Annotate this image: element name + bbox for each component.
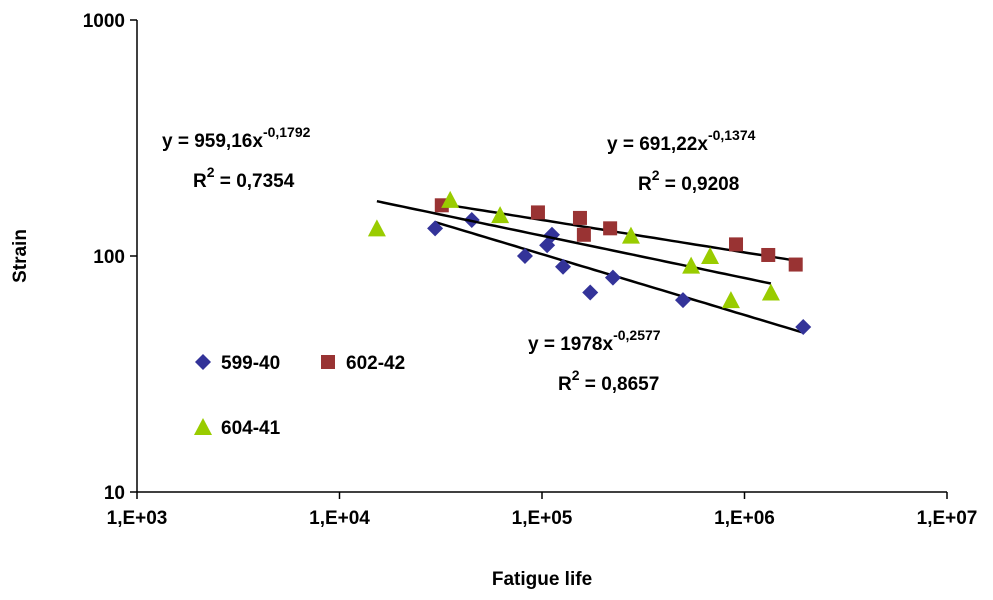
equation-coefficient: 959,16 (194, 131, 252, 152)
equation-coefficient: 691,22 (639, 134, 697, 155)
r2-symbol: R (193, 171, 207, 192)
equation-variable: x (603, 334, 614, 355)
data-point (701, 247, 720, 264)
data-point (682, 256, 701, 274)
legend-label: 602-42 (346, 353, 405, 374)
legend-label: 599-40 (221, 353, 280, 374)
y-tick-label: 100 (93, 247, 125, 268)
legend-label: 604-41 (221, 418, 281, 439)
equation-prefix: y = (528, 334, 560, 355)
y-axis-title: Strain (10, 229, 31, 283)
data-point (516, 248, 533, 264)
legend-marker (195, 354, 211, 370)
equation-exponent: -0,1792 (263, 124, 311, 140)
data-point (604, 269, 621, 286)
r2-equals: = (215, 171, 237, 192)
data-point (795, 319, 812, 336)
equation-prefix: y = (162, 131, 194, 152)
x-tick-label: 1,E+07 (917, 508, 978, 529)
r2-exponent: 2 (652, 167, 660, 183)
data-point (675, 292, 692, 309)
r2-exponent: 2 (207, 164, 215, 180)
r2-symbol: R (638, 174, 652, 195)
x-axis-title: Fatigue life (492, 569, 592, 590)
r2-exponent: 2 (572, 367, 580, 383)
trendline-r2: R2 = 0,8657 (558, 367, 659, 395)
equation-coefficient: 1978 (560, 334, 602, 355)
x-tick-label: 1,E+03 (107, 508, 168, 529)
equation-prefix: y = (607, 134, 639, 155)
equation-exponent: -0,1374 (708, 127, 756, 143)
r2-equals: = (660, 174, 682, 195)
data-point (721, 291, 740, 309)
trendline-equation: y = 1978x-0,2577 (528, 327, 661, 355)
data-point (491, 206, 510, 224)
trendline-equation: y = 959,16x-0,1792 (162, 124, 311, 152)
x-tick-label: 1,E+04 (309, 508, 370, 529)
data-point (788, 257, 803, 272)
trendline (376, 199, 772, 285)
data-point (761, 247, 776, 262)
equation-exponent: -0,2577 (613, 327, 661, 343)
trendline-equation: y = 691,22x-0,1374 (607, 127, 756, 155)
equation-variable: x (697, 134, 708, 155)
y-tick-label: 10 (104, 483, 125, 504)
x-tick-label: 1,E+06 (714, 508, 775, 529)
equation-variable: x (252, 131, 263, 152)
data-point (427, 220, 444, 237)
data-point (441, 190, 460, 208)
data-point (576, 227, 591, 242)
legend-marker (321, 355, 335, 369)
data-point (761, 283, 780, 301)
data-point (603, 221, 618, 236)
legend-marker (194, 418, 212, 435)
r2-symbol: R (558, 374, 572, 395)
r2-value: 0,9208 (681, 174, 739, 195)
x-tick-label: 1,E+05 (512, 508, 573, 529)
data-point (582, 284, 599, 301)
r2-value: 0,8657 (601, 374, 659, 395)
data-point (729, 237, 744, 252)
data-point (621, 226, 640, 244)
data-point (367, 219, 386, 237)
data-point (530, 205, 545, 220)
data-point (555, 258, 572, 275)
y-tick-label: 1000 (83, 11, 125, 32)
r2-value: 0,7354 (236, 171, 295, 192)
data-point (572, 210, 587, 225)
trendline-r2: R2 = 0,9208 (638, 167, 739, 195)
trendline-r2: R2 = 0,7354 (193, 164, 295, 192)
r2-equals: = (580, 374, 602, 395)
